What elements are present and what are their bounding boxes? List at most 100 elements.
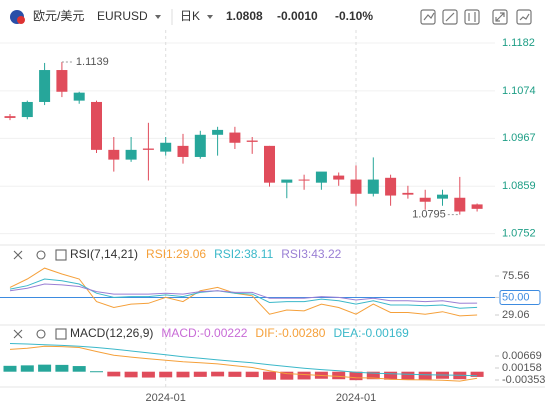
- macd-bar: [159, 371, 173, 378]
- candle-body: [281, 179, 293, 183]
- candle-body: [91, 101, 102, 150]
- y-tick-label: -0.00353: [502, 374, 545, 386]
- fullscreen-icon: [495, 12, 505, 22]
- indicator-line: [9, 283, 478, 304]
- draw-button[interactable]: [442, 9, 458, 25]
- candle-body: [21, 101, 33, 118]
- candle-body: [229, 132, 241, 143]
- legend-entry: DIF:-0.00280: [255, 326, 325, 340]
- indicator-line: [9, 267, 478, 317]
- settings-icon[interactable]: [36, 329, 46, 339]
- candle-body: [125, 149, 137, 160]
- macd-bar: [349, 371, 363, 381]
- candle-body: [160, 142, 172, 152]
- legend-entry: RSI3:43.22: [281, 247, 341, 261]
- macd-bar: [90, 371, 103, 373]
- y-tick-label: 1.0859: [502, 180, 536, 192]
- candle-body: [194, 134, 206, 157]
- candle-body: [108, 149, 120, 160]
- macd-bar: [297, 371, 311, 380]
- y-tick-label: 1.0967: [502, 132, 536, 144]
- indicator-line: [9, 345, 478, 382]
- reference-label-box: [499, 289, 541, 305]
- close-icon[interactable]: [13, 250, 23, 260]
- y-tick-label: 0.00669: [502, 350, 542, 362]
- legend-entry: RSI1:29.06: [146, 247, 206, 261]
- price-change: -0.0010: [277, 9, 318, 23]
- close-icon[interactable]: [13, 329, 23, 339]
- macd-bar: [366, 371, 380, 380]
- legend-entry: DEA:-0.00169: [333, 326, 409, 340]
- candle-body: [471, 204, 483, 209]
- macd-bar: [3, 365, 17, 372]
- indicator-title: RSI(7,14,21): [70, 247, 138, 261]
- macd-bar: [176, 371, 190, 378]
- expand-icon[interactable]: [55, 249, 67, 261]
- candle-body: [402, 192, 414, 195]
- macd-bar: [124, 371, 138, 378]
- macd-bar: [280, 371, 294, 380]
- candle-body: [437, 194, 448, 199]
- low-label: 1.0795: [412, 209, 446, 221]
- indicator-icon: [423, 12, 435, 21]
- macd-bar: [193, 371, 207, 377]
- candle-body: [264, 145, 275, 183]
- y-tick-label: 1.0752: [502, 228, 536, 240]
- expand-icon[interactable]: [55, 328, 67, 340]
- y-tick-label: 1.1182: [502, 37, 535, 49]
- macd-bar: [228, 371, 242, 377]
- candle-body: [454, 197, 466, 212]
- macd-bar: [141, 371, 155, 378]
- candle-body: [385, 177, 397, 196]
- macd-bar: [20, 365, 34, 372]
- indicator-title: MACD(12,26,9): [70, 326, 153, 340]
- macd-bar: [211, 371, 225, 377]
- dropdown-arrow[interactable]: [207, 15, 213, 19]
- candle-body: [212, 129, 224, 135]
- settings-button[interactable]: [516, 9, 532, 25]
- macd-bar: [401, 371, 415, 380]
- chart-type-icon: [468, 12, 476, 22]
- draw-icon: [445, 12, 455, 22]
- candle-body: [315, 171, 327, 183]
- macd-bar: [263, 371, 276, 380]
- indicator-button[interactable]: [420, 9, 436, 25]
- macd-bar: [72, 366, 86, 372]
- candle-body: [350, 179, 362, 194]
- last-price: 1.0808: [226, 9, 263, 23]
- price-change-pct: -0.10%: [335, 9, 373, 23]
- settings-icon[interactable]: [36, 250, 46, 260]
- candle-body: [56, 70, 68, 92]
- macd-bar: [332, 371, 346, 380]
- candle-body: [73, 92, 85, 101]
- x-tick-label: 2024-01: [146, 392, 186, 404]
- candle-body: [333, 175, 345, 180]
- macd-bar: [418, 371, 432, 380]
- flag-icon-inner: [17, 16, 25, 24]
- macd-bar: [55, 364, 69, 372]
- macd-bar: [38, 364, 52, 372]
- chart-type-button[interactable]: [464, 9, 480, 25]
- period[interactable]: 日K: [180, 9, 200, 23]
- candle-body: [298, 179, 310, 181]
- fullscreen-button[interactable]: [492, 9, 508, 25]
- symbol[interactable]: EURUSD: [97, 9, 148, 23]
- pair-name[interactable]: 欧元/美元: [33, 9, 84, 23]
- macd-bar: [245, 371, 259, 378]
- legend-entry: RSI2:38.11: [214, 247, 273, 261]
- high-label: 1.1139: [76, 56, 109, 68]
- macd-bar: [384, 371, 398, 380]
- dropdown-arrow[interactable]: [155, 15, 161, 19]
- x-tick-label: 2024-01: [336, 392, 376, 404]
- y-tick-label: 1.1074: [502, 85, 536, 97]
- macd-bar: [107, 371, 121, 377]
- candle-body: [142, 148, 154, 150]
- reference-label: 50.00: [502, 291, 530, 303]
- candle-body: [246, 140, 258, 142]
- candle-body: [4, 116, 16, 118]
- candle-body: [367, 179, 379, 194]
- header: 欧元/美元 EURUSD 日K 1.0808 -0.0010 -0.10%: [10, 9, 532, 25]
- macd-bar: [470, 371, 484, 377]
